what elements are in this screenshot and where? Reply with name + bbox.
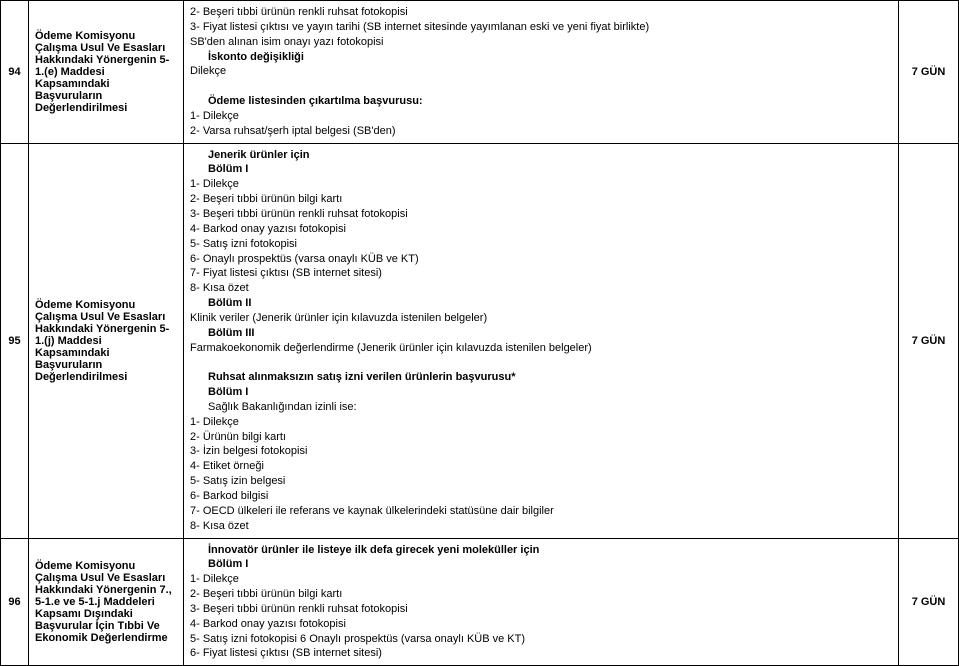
document-table: 94Ödeme Komisyonu Çalışma Usul Ve Esasla… [0,0,959,666]
content-line: 6- Onaylı prospektüs (varsa onaylı KÜB v… [190,252,892,267]
content-line: 2- Beşeri tıbbi ürünün bilgi kartı [190,587,892,602]
content-line: Dilekçe [190,64,892,79]
content-line: 2- Ürünün bilgi kartı [190,430,892,445]
content-line: 1- Dilekçe [190,177,892,192]
content-line: Ödeme listesinden çıkartılma başvurusu: [190,94,892,109]
content-line: 3- Beşeri tıbbi ürünün renkli ruhsat fot… [190,602,892,617]
content-line: 8- Kısa özet [190,281,892,296]
content-line: 2- Beşeri tıbbi ürünün renkli ruhsat fot… [190,5,892,20]
content-line: 7- Fiyat listesi çıktısı (SB internet si… [190,266,892,281]
row-content: 2- Beşeri tıbbi ürünün renkli ruhsat fot… [184,1,899,144]
row-number: 96 [1,538,29,666]
row-duration: 7 GÜN [899,1,959,144]
content-line: İnnovatör ürünler ile listeye ilk defa g… [190,543,892,558]
content-line: 1- Dilekçe [190,109,892,124]
content-line: İskonto değişikliği [190,50,892,65]
content-line [190,355,892,370]
content-line: Bölüm II [190,296,892,311]
content-line: 7- OECD ülkeleri ile referans ve kaynak … [190,504,892,519]
row-content: İnnovatör ürünler ile listeye ilk defa g… [184,538,899,666]
table-row: 95Ödeme Komisyonu Çalışma Usul Ve Esasla… [1,143,959,538]
content-line: 5- Satış izni fotokopisi [190,237,892,252]
content-line: 1- Dilekçe [190,572,892,587]
content-line: 6- Fiyat listesi çıktısı (SB internet si… [190,646,892,661]
content-line: 3- İzin belgesi fotokopisi [190,444,892,459]
row-title: Ödeme Komisyonu Çalışma Usul Ve Esasları… [29,538,184,666]
content-line: 3- Fiyat listesi çıktısı ve yayın tarihi… [190,20,892,35]
row-title: Ödeme Komisyonu Çalışma Usul Ve Esasları… [29,143,184,538]
content-line: 5- Satış izni fotokopisi 6 Onaylı prospe… [190,632,892,647]
content-line: 6- Barkod bilgisi [190,489,892,504]
content-line: Bölüm I [190,557,892,572]
content-line: Farmakoekonomik değerlendirme (Jenerik ü… [190,341,892,356]
content-line: 4- Barkod onay yazısı fotokopisi [190,617,892,632]
content-line: Bölüm I [190,162,892,177]
content-line: Ruhsat alınmaksızın satış izni verilen ü… [190,370,892,385]
content-line: 5- Satış izin belgesi [190,474,892,489]
row-number: 94 [1,1,29,144]
content-line: 4- Etiket örneği [190,459,892,474]
row-title: Ödeme Komisyonu Çalışma Usul Ve Esasları… [29,1,184,144]
content-line: 4- Barkod onay yazısı fotokopisi [190,222,892,237]
row-duration: 7 GÜN [899,538,959,666]
content-line: 2- Varsa ruhsat/şerh iptal belgesi (SB'd… [190,124,892,139]
content-line [190,79,892,94]
row-content: Jenerik ürünler içinBölüm I1- Dilekçe2- … [184,143,899,538]
content-line: 3- Beşeri tıbbi ürünün renkli ruhsat fot… [190,207,892,222]
content-line: 1- Dilekçe [190,415,892,430]
row-number: 95 [1,143,29,538]
content-line: Jenerik ürünler için [190,148,892,163]
content-line: Klinik veriler (Jenerik ürünler için kıl… [190,311,892,326]
content-line: 2- Beşeri tıbbi ürünün bilgi kartı [190,192,892,207]
row-duration: 7 GÜN [899,143,959,538]
content-line: SB'den alınan isim onayı yazı fotokopisi [190,35,892,50]
content-line: Bölüm III [190,326,892,341]
content-line: 8- Kısa özet [190,519,892,534]
content-line: Sağlık Bakanlığından izinli ise: [190,400,892,415]
content-line: Bölüm I [190,385,892,400]
table-row: 96Ödeme Komisyonu Çalışma Usul Ve Esasla… [1,538,959,666]
table-row: 94Ödeme Komisyonu Çalışma Usul Ve Esasla… [1,1,959,144]
